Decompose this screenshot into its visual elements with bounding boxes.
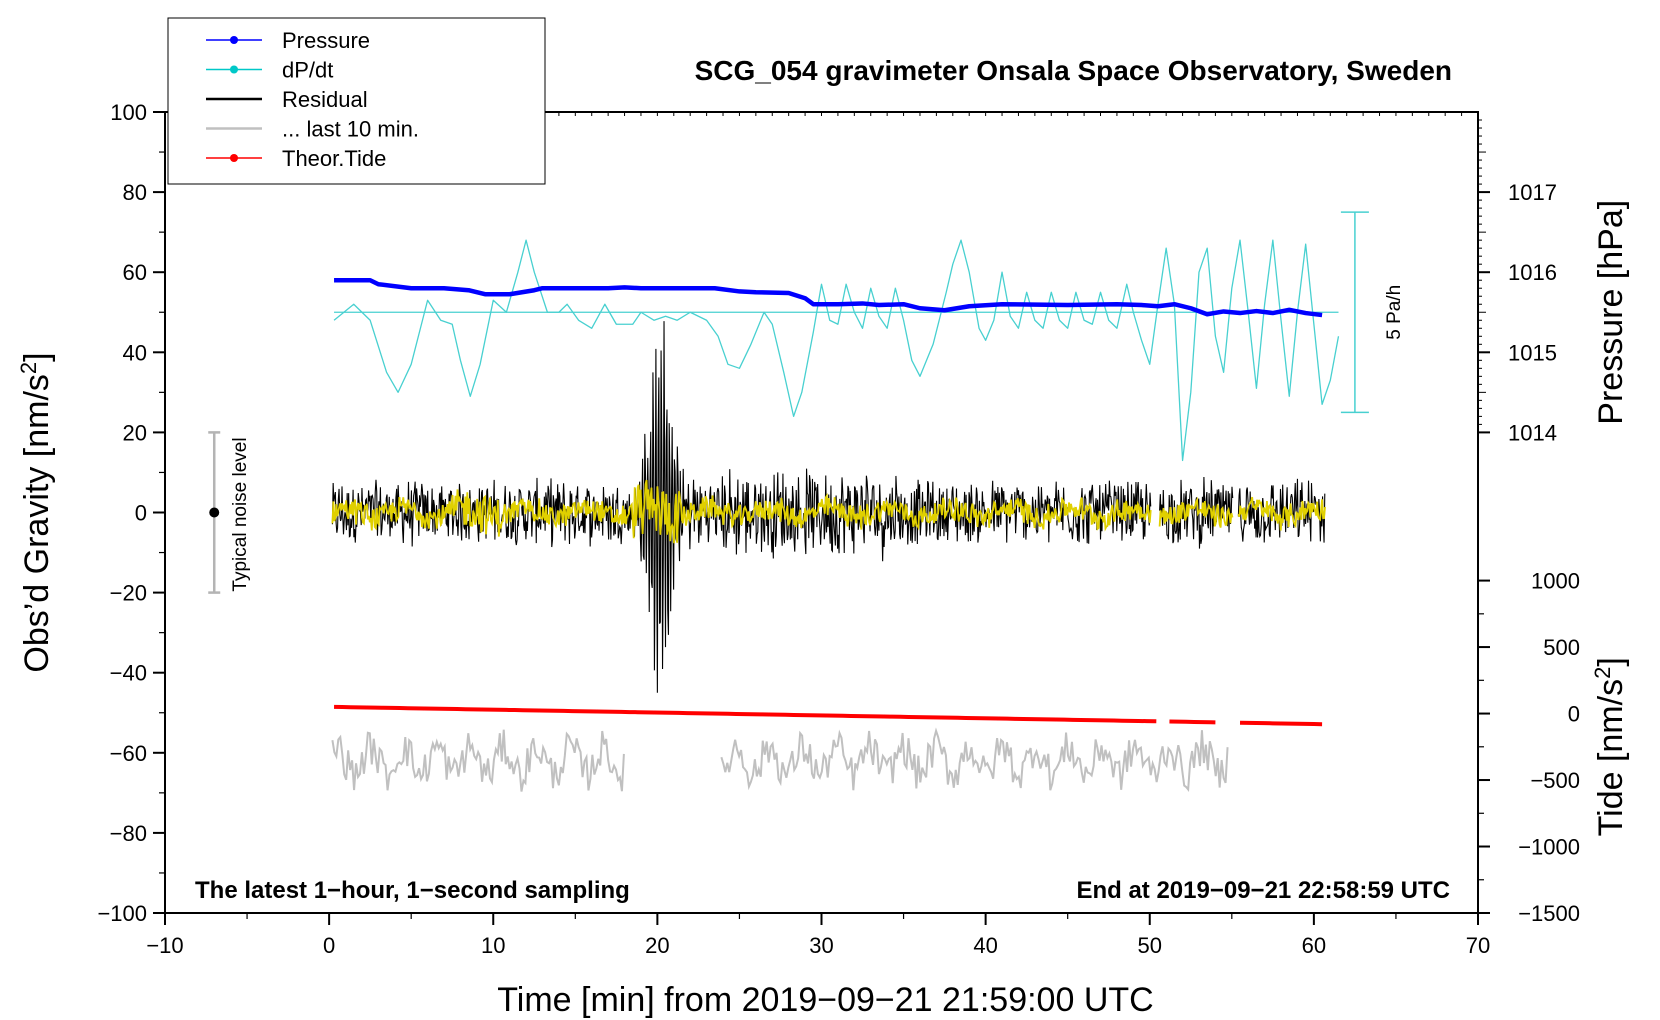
residual-smoothed-line-1 [1158,496,1234,528]
y-tick-label: 100 [110,100,147,125]
x-tick-label: 70 [1466,933,1490,958]
sampling-note: The latest 1−hour, 1−second sampling [195,877,630,904]
pressure-tick-label: 1014 [1508,420,1557,445]
legend-swatch-marker [230,36,238,44]
tide-axis-title: Tide [nm/s2] [1590,657,1631,836]
tide-series-line-2 [1239,720,1323,727]
rate-label: 5 Pa/h [1384,285,1405,340]
y-tick-label: 20 [123,420,147,445]
legend-label: dP/dt [282,58,333,83]
legend-label: Pressure [282,28,370,53]
x-tick-label: 40 [973,933,997,958]
x-tick-label: 20 [645,933,669,958]
y-tick-label: −80 [110,821,147,846]
tide-tick-label: 0 [1568,702,1580,727]
pressure-axis-title: Pressure [hPa] [1592,200,1630,425]
plot-series-area [331,239,1340,792]
y-tick-label: −40 [110,661,147,686]
x-tick-label: 50 [1138,933,1162,958]
pressure-tick-label: 1016 [1508,260,1557,285]
y-axis-title-main: Obs’d Gravity [nm/s [18,374,56,673]
last-10-min-line-0 [331,729,625,792]
y-tick-label: −100 [97,901,147,926]
x-axis-title: Time [min] from 2019−09−21 21:59:00 UTC [497,981,1153,1019]
y-axis-title-end: ] [18,352,56,361]
residual-series-line-2 [1237,478,1326,543]
tide-tick-label: −500 [1530,768,1580,793]
residual-series-line-1 [1159,477,1234,549]
y-tick-label: −20 [110,581,147,606]
y-tick-label: 0 [135,501,147,526]
tide-tick-label: −1000 [1518,835,1580,860]
y-tick-label: 60 [123,260,147,285]
x-tick-label: 30 [809,933,833,958]
residual-smoothed-line-2 [1237,496,1326,531]
x-tick-label: 10 [481,933,505,958]
y-tick-label: 40 [123,340,147,365]
y-axis-title: Obs’d Gravity [nm/s2] [16,352,57,672]
pressure-tick-label: 1015 [1508,340,1557,365]
tide-axis-title-main: Tide [nm/s [1592,679,1630,836]
tide-axis-title-end: ] [1592,657,1630,666]
x-tick-label: 0 [323,933,335,958]
noise-bar-center-dot [209,507,220,518]
tide-tick-label: −1500 [1518,901,1580,926]
x-tick-label: −10 [146,933,183,958]
tide-series-line-0 [334,704,1157,724]
noise-label: Typical noise level [230,437,251,591]
legend-swatch-marker [230,65,238,74]
tide-tick-label: 1000 [1531,569,1580,594]
tide-axis-title-sup: 2 [1590,667,1615,679]
legend-label: Residual [282,87,368,112]
annotations: SCG_054 gravimeter Onsala Space Observat… [195,55,1452,904]
dpdt-series-line [333,239,1340,462]
x-tick-label: 60 [1302,933,1326,958]
chart-title: SCG_054 gravimeter Onsala Space Observat… [695,55,1452,86]
pressure-series-line [334,277,1323,318]
y-tick-label: 80 [123,180,147,205]
y-axis-title-sup: 2 [16,362,41,374]
legend-swatch-marker [230,154,238,162]
legend: Pressure dP/dt Residual ... last 10 min. The… [167,17,546,185]
pressure-tick-label: 1017 [1508,180,1557,205]
legend-label: ... last 10 min. [282,117,419,142]
legend-label: Theor.Tide [282,146,386,171]
end-time-note: End at 2019−09−21 22:58:59 UTC [1076,877,1450,904]
last-10-min-line-1 [720,727,1229,792]
residual-smoothed-line-0 [331,479,1152,544]
tide-tick-label: 500 [1543,635,1580,660]
tide-series-line-1 [1169,719,1216,725]
y-tick-label: −60 [110,741,147,766]
